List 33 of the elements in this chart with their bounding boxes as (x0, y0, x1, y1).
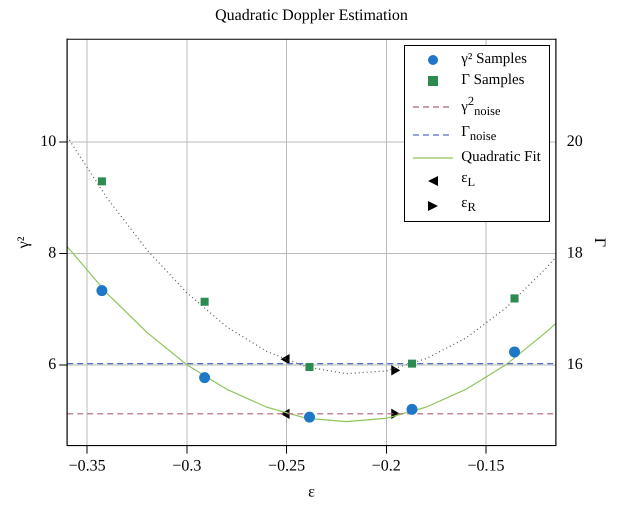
x-tick-label: −0.25 (268, 457, 306, 474)
x-axis-title: ε (308, 484, 316, 501)
legend-label: Γ Samples (461, 71, 524, 90)
legend-label: ε$_{R}$ (461, 194, 476, 216)
y2-tick-label: 20 (566, 132, 583, 150)
point (510, 294, 519, 302)
y2-tick-label: 18 (566, 244, 583, 262)
legend-label: ε$_{L}$ (461, 169, 476, 192)
y-axis-title: γ² (14, 236, 32, 250)
point (305, 362, 314, 372)
legend-label: Quadratic Fit (461, 148, 541, 168)
point (200, 298, 209, 306)
point (408, 360, 416, 368)
x-tick-label: −0.2 (372, 457, 401, 474)
point (281, 354, 290, 364)
point (406, 404, 418, 415)
y2-axis-title: Γ (591, 238, 608, 248)
point (391, 366, 400, 376)
chart-title: Quadratic Doppler Estimation (215, 6, 408, 24)
y-tick-label: 6 (48, 356, 56, 373)
y-tick-label: 8 (48, 244, 56, 262)
legend-label: Γ$_{noise}$ (461, 123, 496, 146)
point (199, 372, 210, 384)
x-tick-label: −0.15 (467, 457, 505, 474)
point (96, 285, 108, 296)
x-tick-label: −0.35 (68, 457, 106, 474)
y2-tick-label: 16 (566, 356, 583, 373)
point (509, 346, 520, 358)
x-tick-label: −0.3 (172, 457, 202, 474)
point (98, 177, 106, 186)
y-tick-label: 10 (40, 132, 56, 150)
legend-label: γ² Samples (461, 50, 527, 70)
point (304, 412, 316, 423)
